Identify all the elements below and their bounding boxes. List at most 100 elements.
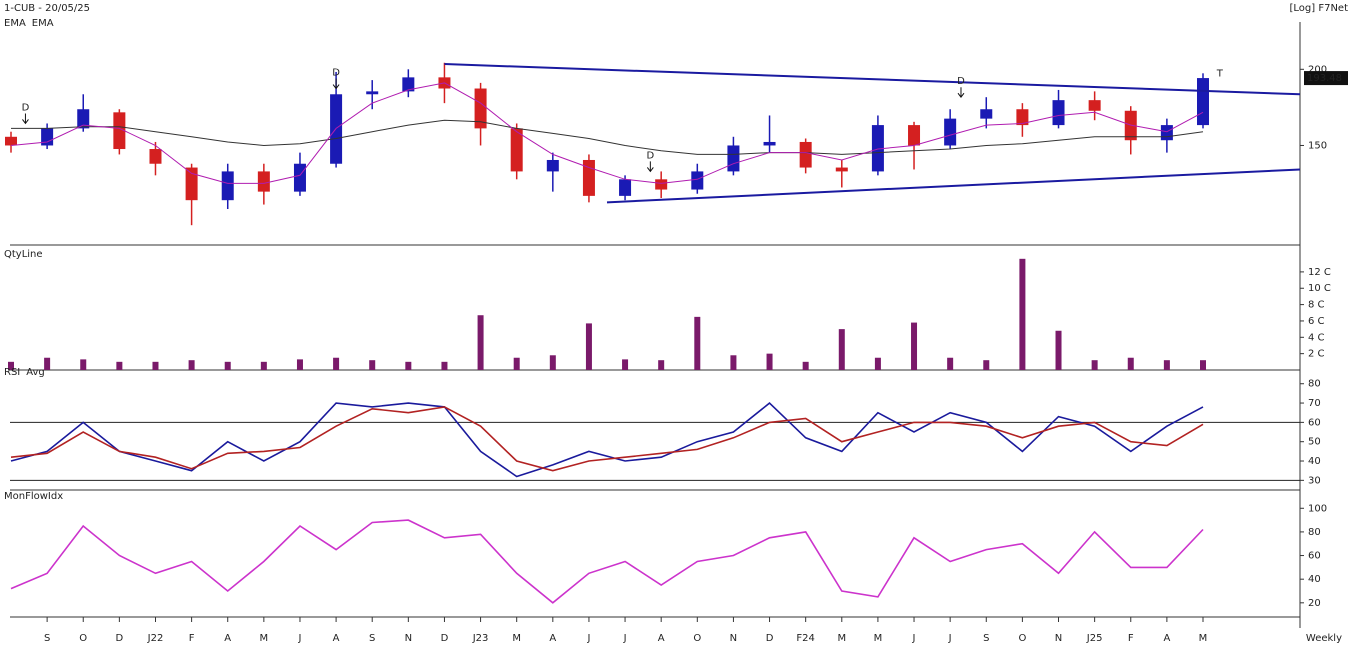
x-tick-label: J23	[472, 633, 489, 644]
trend-line	[606, 168, 1301, 204]
y-tick-label: 60	[1308, 551, 1321, 562]
x-tick-label: A	[549, 633, 556, 644]
candle-body	[582, 159, 595, 196]
volume-bar	[80, 359, 87, 370]
x-tick-label: A	[333, 633, 340, 644]
volume-bar	[333, 357, 340, 370]
y-tick-label: 40	[1308, 456, 1321, 467]
volume-bar	[911, 322, 918, 370]
volume-bar	[1127, 357, 1134, 370]
marker-arrow	[22, 113, 29, 125]
x-tick-label: S	[983, 633, 989, 644]
candle-body	[366, 91, 379, 95]
x-tick-label: O	[693, 633, 701, 644]
volume-bar	[116, 361, 123, 370]
x-axis-label: Weekly	[1306, 633, 1342, 644]
volume-bar	[441, 361, 448, 370]
volume-bar	[874, 357, 881, 370]
indicator-line	[10, 406, 1204, 472]
candle-body	[619, 179, 632, 196]
candle-body	[402, 77, 415, 92]
candle-body	[113, 112, 126, 150]
candle-body	[1016, 109, 1029, 126]
x-tick-label: J	[912, 633, 916, 644]
candle-body	[185, 167, 198, 201]
last-price: 193.48	[1307, 73, 1342, 84]
marker-arrow	[332, 78, 340, 90]
candle-body	[871, 125, 884, 172]
x-tick-label: J25	[1086, 633, 1103, 644]
indicator-line	[10, 519, 1204, 604]
candle-body	[221, 171, 234, 201]
x-tick-label: A	[1163, 633, 1170, 644]
last-price-box	[1304, 71, 1348, 86]
x-tick-label: D	[766, 633, 774, 644]
volume-bar	[1163, 360, 1170, 370]
candle-body	[41, 128, 54, 146]
candle-body	[257, 171, 270, 192]
x-tick-label: D	[441, 633, 449, 644]
x-tick-label: F24	[796, 633, 814, 644]
x-tick-label: F	[189, 633, 195, 644]
candle-body	[835, 167, 848, 172]
legend-label: EMA	[32, 18, 54, 29]
volume-bar	[838, 329, 845, 370]
candle-body	[799, 141, 812, 168]
ema-line	[10, 82, 1204, 184]
y-tick-label: 80	[1308, 379, 1321, 390]
volume-bar	[188, 360, 195, 370]
volume-bar	[802, 361, 809, 370]
candle-body	[727, 145, 740, 172]
y-tick-label: 12 C	[1308, 267, 1331, 278]
ema-line	[11, 119, 1204, 155]
y-tick-label: 100	[1308, 503, 1327, 514]
volume-bar	[585, 323, 592, 370]
marker-label: T	[1216, 68, 1224, 79]
y-tick-label: 150	[1308, 140, 1327, 151]
volume-bar	[477, 315, 484, 370]
x-tick-label: A	[658, 633, 665, 644]
legend-label: MonFlowIdx	[4, 491, 63, 502]
candle-body	[655, 179, 668, 190]
chart-title: 1-CUB - 20/05/25	[4, 3, 90, 14]
marker-label: D	[22, 102, 30, 113]
volume-bar	[369, 360, 376, 370]
x-tick-label: N	[730, 633, 737, 644]
x-tick-label: N	[1055, 633, 1062, 644]
marker-label: D	[957, 76, 965, 87]
candle-body	[510, 128, 523, 172]
volume-bar	[694, 316, 701, 370]
volume-bar	[658, 360, 665, 370]
volume-bar	[947, 357, 954, 370]
volume-bar	[549, 355, 556, 370]
x-tick-label: D	[116, 633, 124, 644]
volume-bar	[405, 361, 412, 370]
y-tick-label: 4 C	[1308, 332, 1325, 343]
y-tick-label: 20	[1308, 598, 1321, 609]
y-tick-label: 50	[1308, 437, 1321, 448]
candle-body	[77, 109, 90, 129]
x-tick-label: J	[297, 633, 301, 644]
candle-body	[908, 125, 921, 146]
candle-body	[944, 118, 957, 146]
y-tick-label: 2 C	[1308, 349, 1325, 360]
x-tick-label: A	[224, 633, 231, 644]
corner-label: [Log] F7Net	[1289, 3, 1348, 14]
volume-bar	[513, 357, 520, 370]
candle-body	[149, 149, 162, 164]
y-tick-label: 200	[1308, 64, 1327, 75]
y-tick-label: 60	[1308, 417, 1321, 428]
marker-label: D	[646, 150, 654, 161]
candle-body	[546, 159, 559, 172]
legend-label: EMA	[4, 18, 26, 29]
volume-bar	[766, 353, 773, 370]
candle-body	[1197, 78, 1209, 126]
y-tick-label: 8 C	[1308, 300, 1325, 311]
x-tick-label: N	[405, 633, 412, 644]
indicator-line	[10, 402, 1204, 478]
marker-label: D	[332, 68, 340, 79]
x-tick-label: M	[512, 633, 521, 644]
candle-body	[691, 171, 704, 190]
